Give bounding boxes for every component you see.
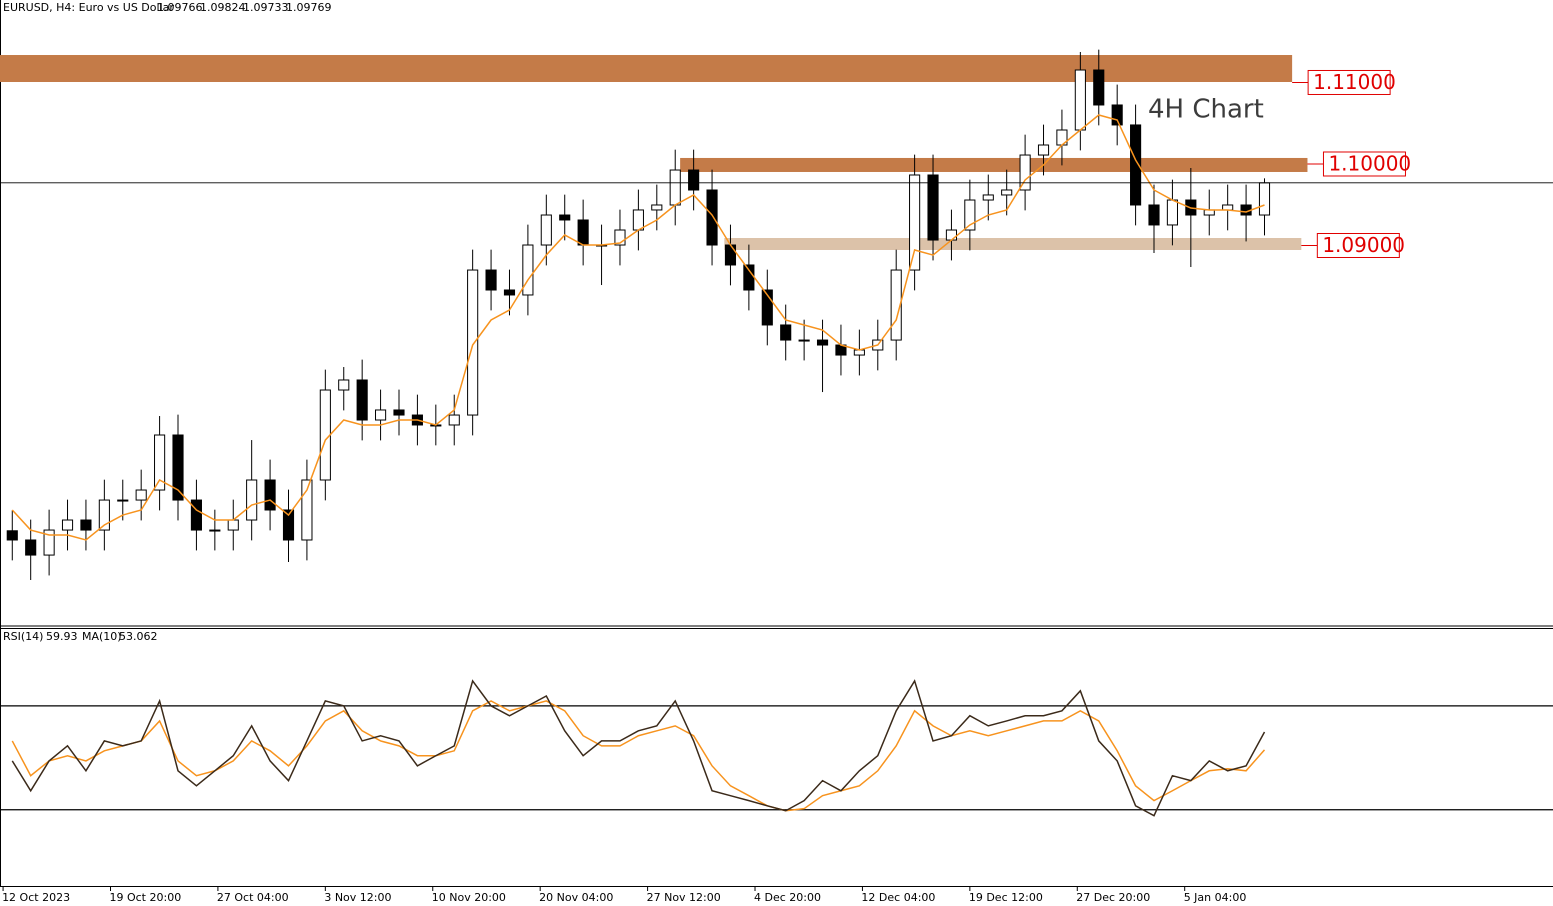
candle-body	[1166, 199, 1178, 226]
candle-body	[780, 324, 792, 341]
candle-body	[614, 229, 626, 246]
x-tick-label: 27 Oct 04:00	[217, 891, 289, 904]
level-label: 1.09000	[1322, 233, 1405, 257]
last-low: 1.09733	[243, 1, 289, 14]
candle-body	[1001, 189, 1013, 196]
x-tick-label: 27 Nov 12:00	[647, 891, 721, 904]
candle-body	[909, 174, 921, 271]
last-open: 1.09766	[157, 1, 203, 14]
annotation: 4H Chart	[1148, 95, 1264, 125]
chart-title: EURUSD, H4: Euro vs US Dollar	[3, 1, 174, 14]
last-close: 1.09769	[286, 1, 332, 14]
candle-body	[724, 244, 737, 266]
candle-body	[890, 269, 902, 341]
candle-body	[706, 189, 718, 246]
candle-body	[577, 219, 589, 246]
candle-body	[816, 339, 829, 346]
candle-body	[154, 434, 166, 491]
candle-body	[80, 519, 92, 531]
candle-body	[1037, 144, 1050, 156]
candle-body	[375, 409, 387, 421]
candle-body	[282, 509, 295, 541]
rsi-line	[11, 679, 1266, 817]
x-tick-label: 12 Oct 2023	[2, 891, 70, 904]
zone	[680, 157, 1308, 172]
x-tick-label: 19 Dec 12:00	[969, 891, 1043, 904]
level-label: 1.11000	[1313, 70, 1396, 94]
candle-body	[503, 289, 516, 296]
zone	[724, 238, 1302, 250]
candle-body	[117, 499, 129, 502]
candle-body	[559, 214, 571, 221]
candle-body	[945, 229, 958, 241]
moving-average	[11, 114, 1265, 541]
candle-body	[6, 530, 18, 541]
rsi-ma-name: MA(10)	[82, 630, 122, 643]
x-tick-label: 5 Jan 04:00	[1184, 891, 1247, 904]
last-high: 1.09824	[200, 1, 246, 14]
candle-body	[338, 379, 350, 391]
level-box	[1322, 151, 1406, 177]
x-tick-label: 27 Dec 20:00	[1076, 891, 1150, 904]
candle-body	[927, 174, 939, 241]
candle-body	[1093, 69, 1105, 106]
candle-body	[393, 409, 405, 416]
candle-body	[98, 499, 110, 531]
rsi-ma-value: 53.062	[119, 630, 158, 643]
candle-body	[246, 479, 258, 521]
candle-body	[448, 414, 460, 426]
candle-body	[1148, 204, 1160, 226]
candle-body	[209, 529, 221, 532]
candle-body	[1130, 124, 1142, 206]
candle-body	[761, 289, 773, 326]
level-box	[1307, 69, 1391, 95]
candle-body	[319, 389, 331, 481]
candle-body	[651, 204, 663, 211]
candle-body	[688, 169, 700, 191]
candle-body	[1203, 209, 1215, 216]
candle-body	[1258, 182, 1271, 216]
candle-body	[982, 194, 994, 201]
candle-body	[1019, 154, 1031, 191]
candle-body	[540, 214, 552, 246]
candle-body	[227, 519, 239, 531]
candle-body	[798, 339, 810, 342]
rsi-ma-line	[11, 700, 1266, 812]
candle-body	[632, 209, 644, 231]
candle-body	[25, 539, 37, 556]
rsi-value: 59.93	[46, 630, 78, 643]
candle-body	[264, 479, 276, 511]
candle-body	[1074, 69, 1086, 131]
candle-body	[522, 244, 534, 296]
candle-body	[1111, 104, 1123, 126]
candle-body	[61, 519, 74, 531]
candle-body	[190, 499, 202, 531]
level-label: 1.10000	[1328, 151, 1411, 175]
level-box	[1316, 233, 1400, 259]
x-tick-label: 20 Nov 04:00	[539, 891, 613, 904]
candle-body	[135, 489, 147, 501]
x-tick-label: 4 Dec 20:00	[754, 891, 821, 904]
candle-body	[172, 434, 184, 501]
x-tick-label: 3 Nov 12:00	[324, 891, 391, 904]
candle-body	[743, 264, 755, 291]
candle-body	[301, 479, 313, 541]
candle-body	[356, 379, 368, 421]
x-tick-label: 19 Oct 20:00	[109, 891, 181, 904]
rsi-name: RSI(14)	[3, 630, 43, 643]
candle-body	[964, 199, 976, 231]
candle-body	[669, 169, 681, 206]
x-tick-label: 12 Dec 04:00	[861, 891, 935, 904]
candle-body	[485, 269, 497, 291]
candle-body	[43, 529, 55, 556]
candle-body	[467, 269, 479, 416]
x-tick-label: 10 Nov 20:00	[432, 891, 506, 904]
